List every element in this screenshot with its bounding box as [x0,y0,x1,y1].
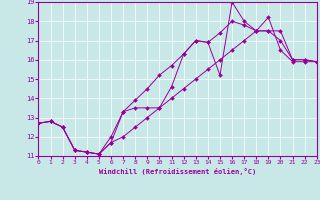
X-axis label: Windchill (Refroidissement éolien,°C): Windchill (Refroidissement éolien,°C) [99,168,256,175]
